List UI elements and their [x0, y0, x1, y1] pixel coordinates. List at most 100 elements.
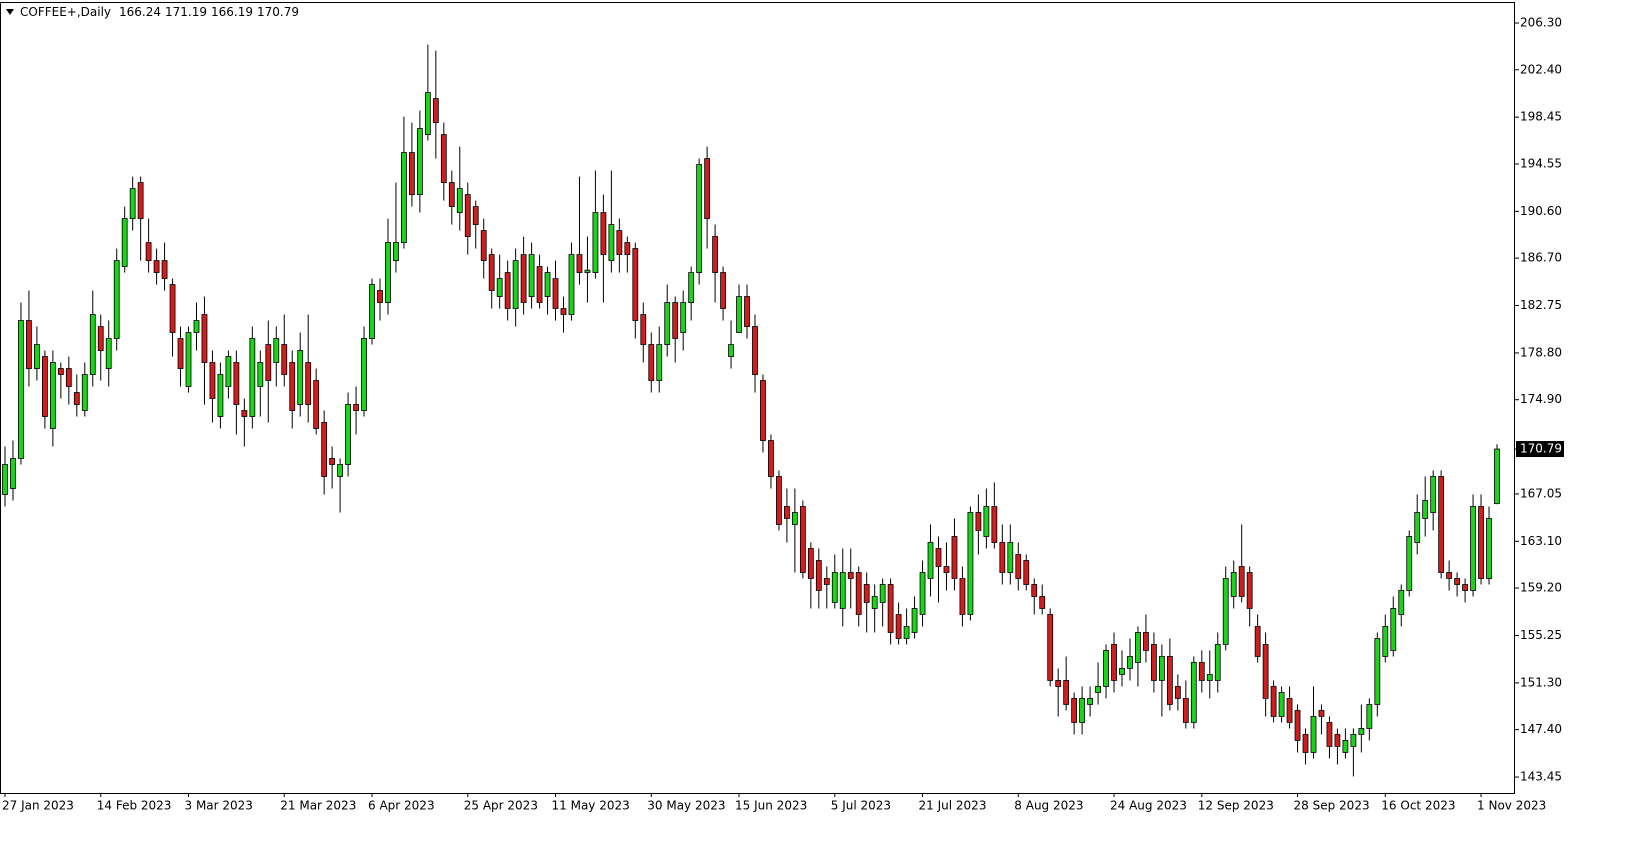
candle-body [831, 572, 838, 603]
candle-body [177, 338, 184, 369]
candle-body [1071, 698, 1078, 723]
candle-body [464, 194, 471, 237]
candle-body [289, 362, 296, 411]
candle-body [1262, 644, 1269, 699]
candle-body [385, 242, 391, 303]
candle-body [65, 368, 72, 387]
candle-body [520, 254, 527, 303]
candle-body [736, 296, 742, 333]
y-tick-label: 190.60 [1520, 204, 1562, 218]
candle-body [839, 572, 846, 609]
y-tick-label: 167.05 [1520, 486, 1562, 500]
candle-body [57, 368, 64, 375]
candle-body [361, 338, 367, 411]
candle-body [680, 302, 687, 333]
candle-body [1238, 566, 1245, 597]
candle-body [89, 314, 96, 375]
candle-body [1119, 668, 1125, 675]
candle-body [1494, 448, 1500, 505]
candle-body [1246, 572, 1253, 609]
y-tick-label: 163.10 [1520, 534, 1562, 548]
menu-arrow[interactable] [6, 9, 14, 15]
candle-body [97, 326, 104, 351]
candle-body [217, 374, 224, 417]
candle-body [225, 356, 232, 387]
candle-body [704, 158, 711, 219]
candle-body [201, 314, 208, 363]
y-tick-label: 198.45 [1520, 110, 1562, 124]
x-tick-label: 11 May 2023 [552, 799, 630, 813]
candle-body [185, 332, 192, 387]
candle-body [297, 350, 304, 405]
candle-body [1374, 638, 1381, 705]
candle-body [943, 566, 950, 573]
candle-body [1182, 698, 1189, 723]
candle-body [1398, 590, 1405, 615]
candle-body [1087, 698, 1093, 705]
candle-body [1462, 584, 1468, 591]
candle-body [632, 248, 639, 321]
x-tick-label: 16 Oct 2023 [1381, 799, 1455, 813]
candle-body [193, 320, 200, 333]
candle-body [1127, 656, 1133, 669]
candle-body [815, 560, 822, 591]
candle-body [512, 260, 519, 309]
candle-body [305, 362, 312, 405]
y-tick-label: 143.45 [1520, 770, 1562, 784]
candle-body [41, 356, 48, 417]
candle-body [791, 512, 798, 525]
y-tick-label: 155.25 [1520, 628, 1562, 642]
candle-body [967, 512, 974, 615]
candle-body [1486, 518, 1492, 579]
candle-body [26, 320, 32, 369]
candle-body [488, 254, 495, 291]
candle-body [951, 536, 958, 579]
header-open: 166.24 [119, 5, 161, 19]
candle-body [752, 326, 758, 375]
candle-body [209, 362, 216, 399]
y-tick-label: 186.70 [1520, 251, 1562, 265]
candle-body [337, 464, 344, 477]
x-tick-label: 14 Feb 2023 [97, 799, 172, 813]
candle-body [720, 272, 726, 309]
y-tick-label: 194.55 [1520, 156, 1562, 170]
x-tick-label: 21 Jul 2023 [919, 799, 987, 813]
candle-body [568, 254, 575, 315]
candle-body [456, 188, 463, 213]
candle-body [233, 362, 240, 405]
candle-body [440, 134, 447, 183]
candle-body [73, 392, 80, 405]
candle-body [329, 458, 336, 465]
candle-body [879, 584, 886, 603]
y-tick-label: 174.90 [1520, 392, 1562, 406]
candle-body [576, 254, 583, 273]
candle-body [608, 224, 615, 261]
candle-body [600, 212, 607, 255]
candle-body [273, 338, 280, 363]
candle-body [1063, 680, 1070, 705]
x-tick-label: 30 May 2023 [647, 799, 725, 813]
candle-body [1414, 512, 1421, 543]
candle-body [18, 320, 24, 459]
candle-body [416, 128, 423, 195]
candle-body [241, 410, 248, 417]
candle-body [448, 182, 455, 207]
candle-body [799, 506, 806, 573]
candle-body [1047, 614, 1054, 681]
candle-body [536, 266, 543, 303]
plot-frame [0, 2, 1515, 794]
price-tag-label: 170.79 [1520, 442, 1562, 456]
candle-body [1214, 644, 1221, 681]
candle-body [369, 284, 375, 339]
candle-body [807, 548, 814, 579]
candle-body [1334, 734, 1341, 747]
x-tick-label: 3 Mar 2023 [185, 799, 253, 813]
candle-body [640, 314, 647, 345]
candle-body [2, 464, 8, 495]
candle-body [129, 188, 136, 219]
x-tick-label: 15 Jun 2023 [735, 799, 807, 813]
candle-body [1079, 698, 1086, 723]
candle-body [624, 242, 631, 255]
candle-body [1422, 500, 1429, 519]
candle-body [1342, 740, 1349, 753]
